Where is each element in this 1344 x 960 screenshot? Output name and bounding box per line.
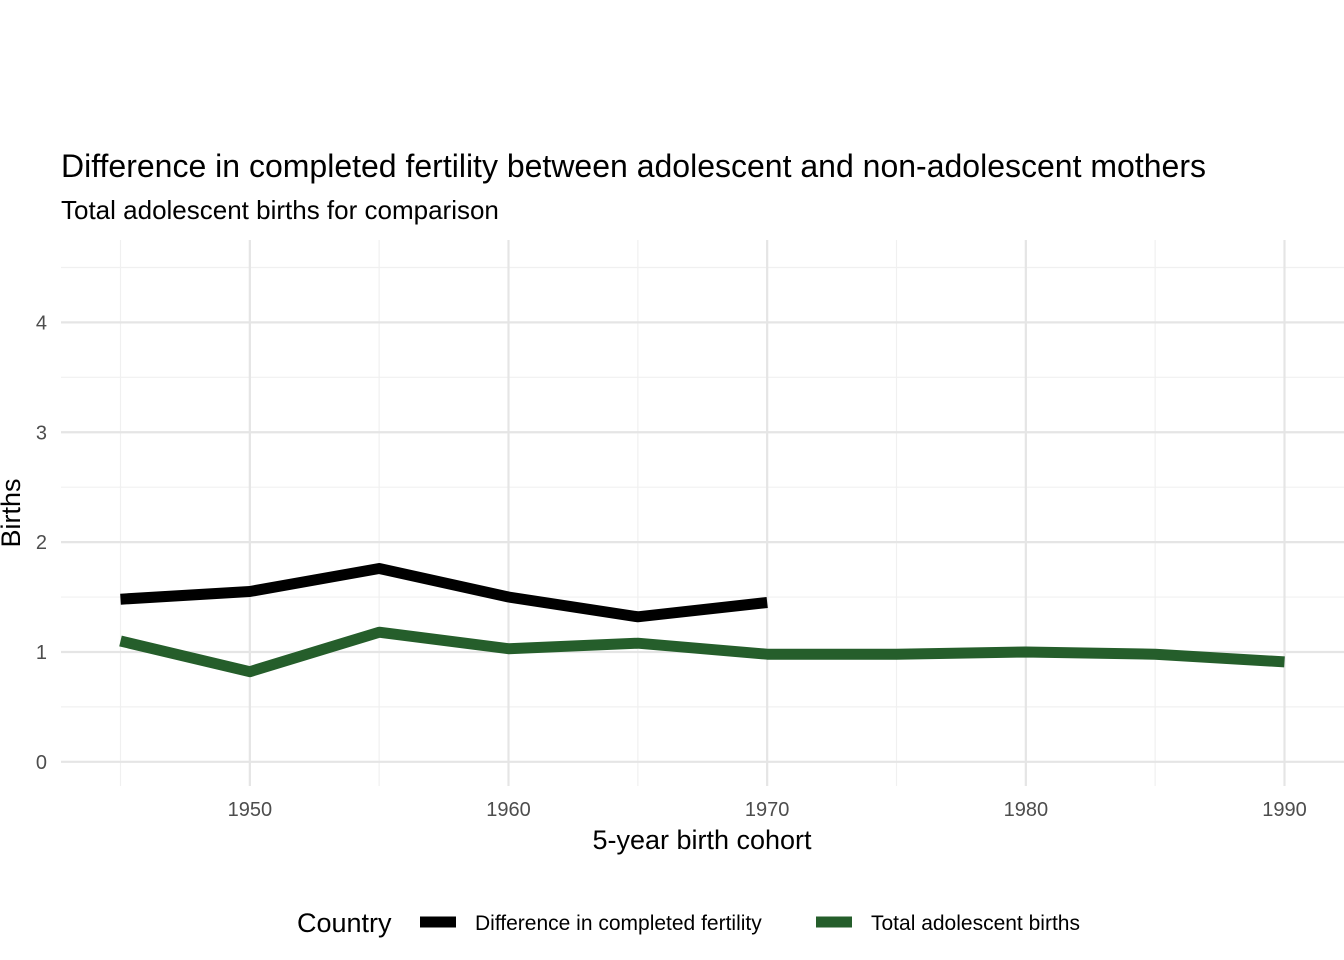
y-tick-label: 3 [36,422,47,444]
legend-label-1: Difference in completed fertility [475,912,762,935]
legend: Country Difference in completed fertilit… [297,908,1080,938]
x-tick-label: 1970 [745,799,790,821]
legend-items: Difference in completed fertility Total a… [420,912,1080,935]
x-tick-label: 1990 [1262,799,1307,821]
series-line-2 [119,626,1285,678]
series-line-1 [120,563,768,623]
chart-title: Difference in completed fertility betwee… [61,148,1206,184]
x-axis-title: 5-year birth cohort [592,825,812,855]
y-tick-label: 4 [36,312,47,334]
minor-gridlines [61,240,1344,786]
y-tick-label: 1 [36,642,47,664]
x-tick-label: 1960 [486,799,531,821]
legend-label-2: Total adolescent births [871,912,1080,935]
chart-subtitle: Total adolescent births for comparison [61,195,499,225]
plot-panel [61,240,1344,786]
y-axis-tick-labels: 0 1 2 3 4 [36,312,47,773]
series-lines [119,563,1285,678]
y-tick-label: 2 [36,532,47,554]
x-axis-tick-labels: 1950 1960 1970 1980 1990 [228,799,1307,821]
x-tick-label: 1950 [228,799,273,821]
y-tick-label: 0 [36,752,47,774]
y-axis-title: Births [0,478,26,547]
legend-title: Country [297,908,392,938]
x-tick-label: 1980 [1004,799,1049,821]
